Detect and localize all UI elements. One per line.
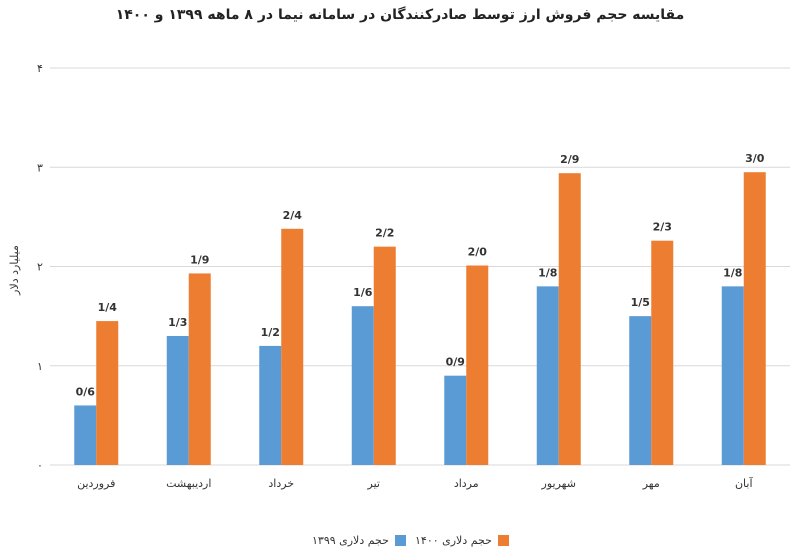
x-tick-label: شهریور [541, 477, 576, 490]
bar [96, 321, 119, 465]
legend-swatch [394, 534, 406, 546]
bar [166, 335, 189, 465]
bar [536, 286, 559, 465]
bar [743, 172, 766, 465]
bar [444, 375, 467, 465]
x-tick-label: خرداد [268, 477, 294, 490]
bar [721, 286, 744, 465]
bars [74, 172, 766, 465]
x-tick-label: اردیبهشت [166, 477, 211, 490]
x-tick-label: مهر [642, 477, 660, 490]
bar [466, 265, 489, 465]
value-label: 1/2 [261, 326, 280, 339]
y-tick-label: ۳ [37, 161, 43, 174]
value-label: 2/2 [375, 227, 394, 240]
bar [558, 173, 581, 465]
value-labels: 0/6 1/4 1/3 1/9 1/2 2/4 1/6 2/2 0/9 2/0 1/8 2/9 1/5 2… [76, 152, 765, 398]
value-label: 0/6 [76, 385, 96, 398]
value-label: 1/8 [538, 266, 557, 279]
bar [351, 306, 374, 465]
bar [74, 405, 97, 465]
bar [188, 273, 211, 465]
value-label: 1/3 [168, 316, 187, 329]
y-axis-ticks: ۰ ۱ ۲ ۳ ۴ [37, 62, 43, 472]
y-tick-label: ۲ [37, 261, 43, 274]
value-label: 1/6 [353, 286, 373, 299]
value-label: 2/3 [653, 221, 672, 234]
y-tick-label: ۰ [37, 459, 43, 472]
bar [259, 345, 282, 465]
legend-item-1399: حجم دلاری ۱۳۹۹ [312, 531, 406, 549]
value-label: 2/0 [468, 246, 488, 259]
x-tick-label: مرداد [454, 477, 479, 490]
x-tick-label: آبان [735, 476, 753, 490]
value-label: 1/4 [98, 301, 118, 314]
value-label: 1/9 [190, 253, 209, 266]
y-axis-label: میلیارد دلار [8, 245, 21, 296]
bar [629, 316, 652, 465]
bar [281, 228, 304, 465]
gridlines [50, 67, 790, 466]
legend-label: حجم دلاری ۱۳۹۹ [312, 533, 389, 547]
x-tick-label: فروردین [77, 477, 115, 490]
x-axis-ticks: فروردین اردیبهشت خرداد تیر مرداد شهریور مهر آبا… [77, 476, 753, 490]
value-label: 2/9 [560, 153, 579, 166]
value-label: 2/4 [283, 209, 303, 222]
value-label: 0/9 [446, 356, 465, 369]
legend-swatch [497, 534, 509, 546]
value-label: 1/8 [723, 266, 742, 279]
value-label: 3/0 [745, 152, 765, 165]
value-label: 1/5 [631, 296, 650, 309]
chart-title: مقایسه حجم فروش ارز توسط صادرکنندگان در … [115, 7, 685, 23]
legend-label: حجم دلاری ۱۴۰۰ [415, 533, 492, 547]
x-tick-label: تیر [367, 477, 380, 490]
legend-item-1400: حجم دلاری ۱۴۰۰ [415, 531, 509, 549]
bar [373, 246, 396, 465]
y-tick-label: ۱ [37, 360, 43, 373]
y-tick-label: ۴ [37, 62, 43, 75]
bar [651, 240, 674, 465]
